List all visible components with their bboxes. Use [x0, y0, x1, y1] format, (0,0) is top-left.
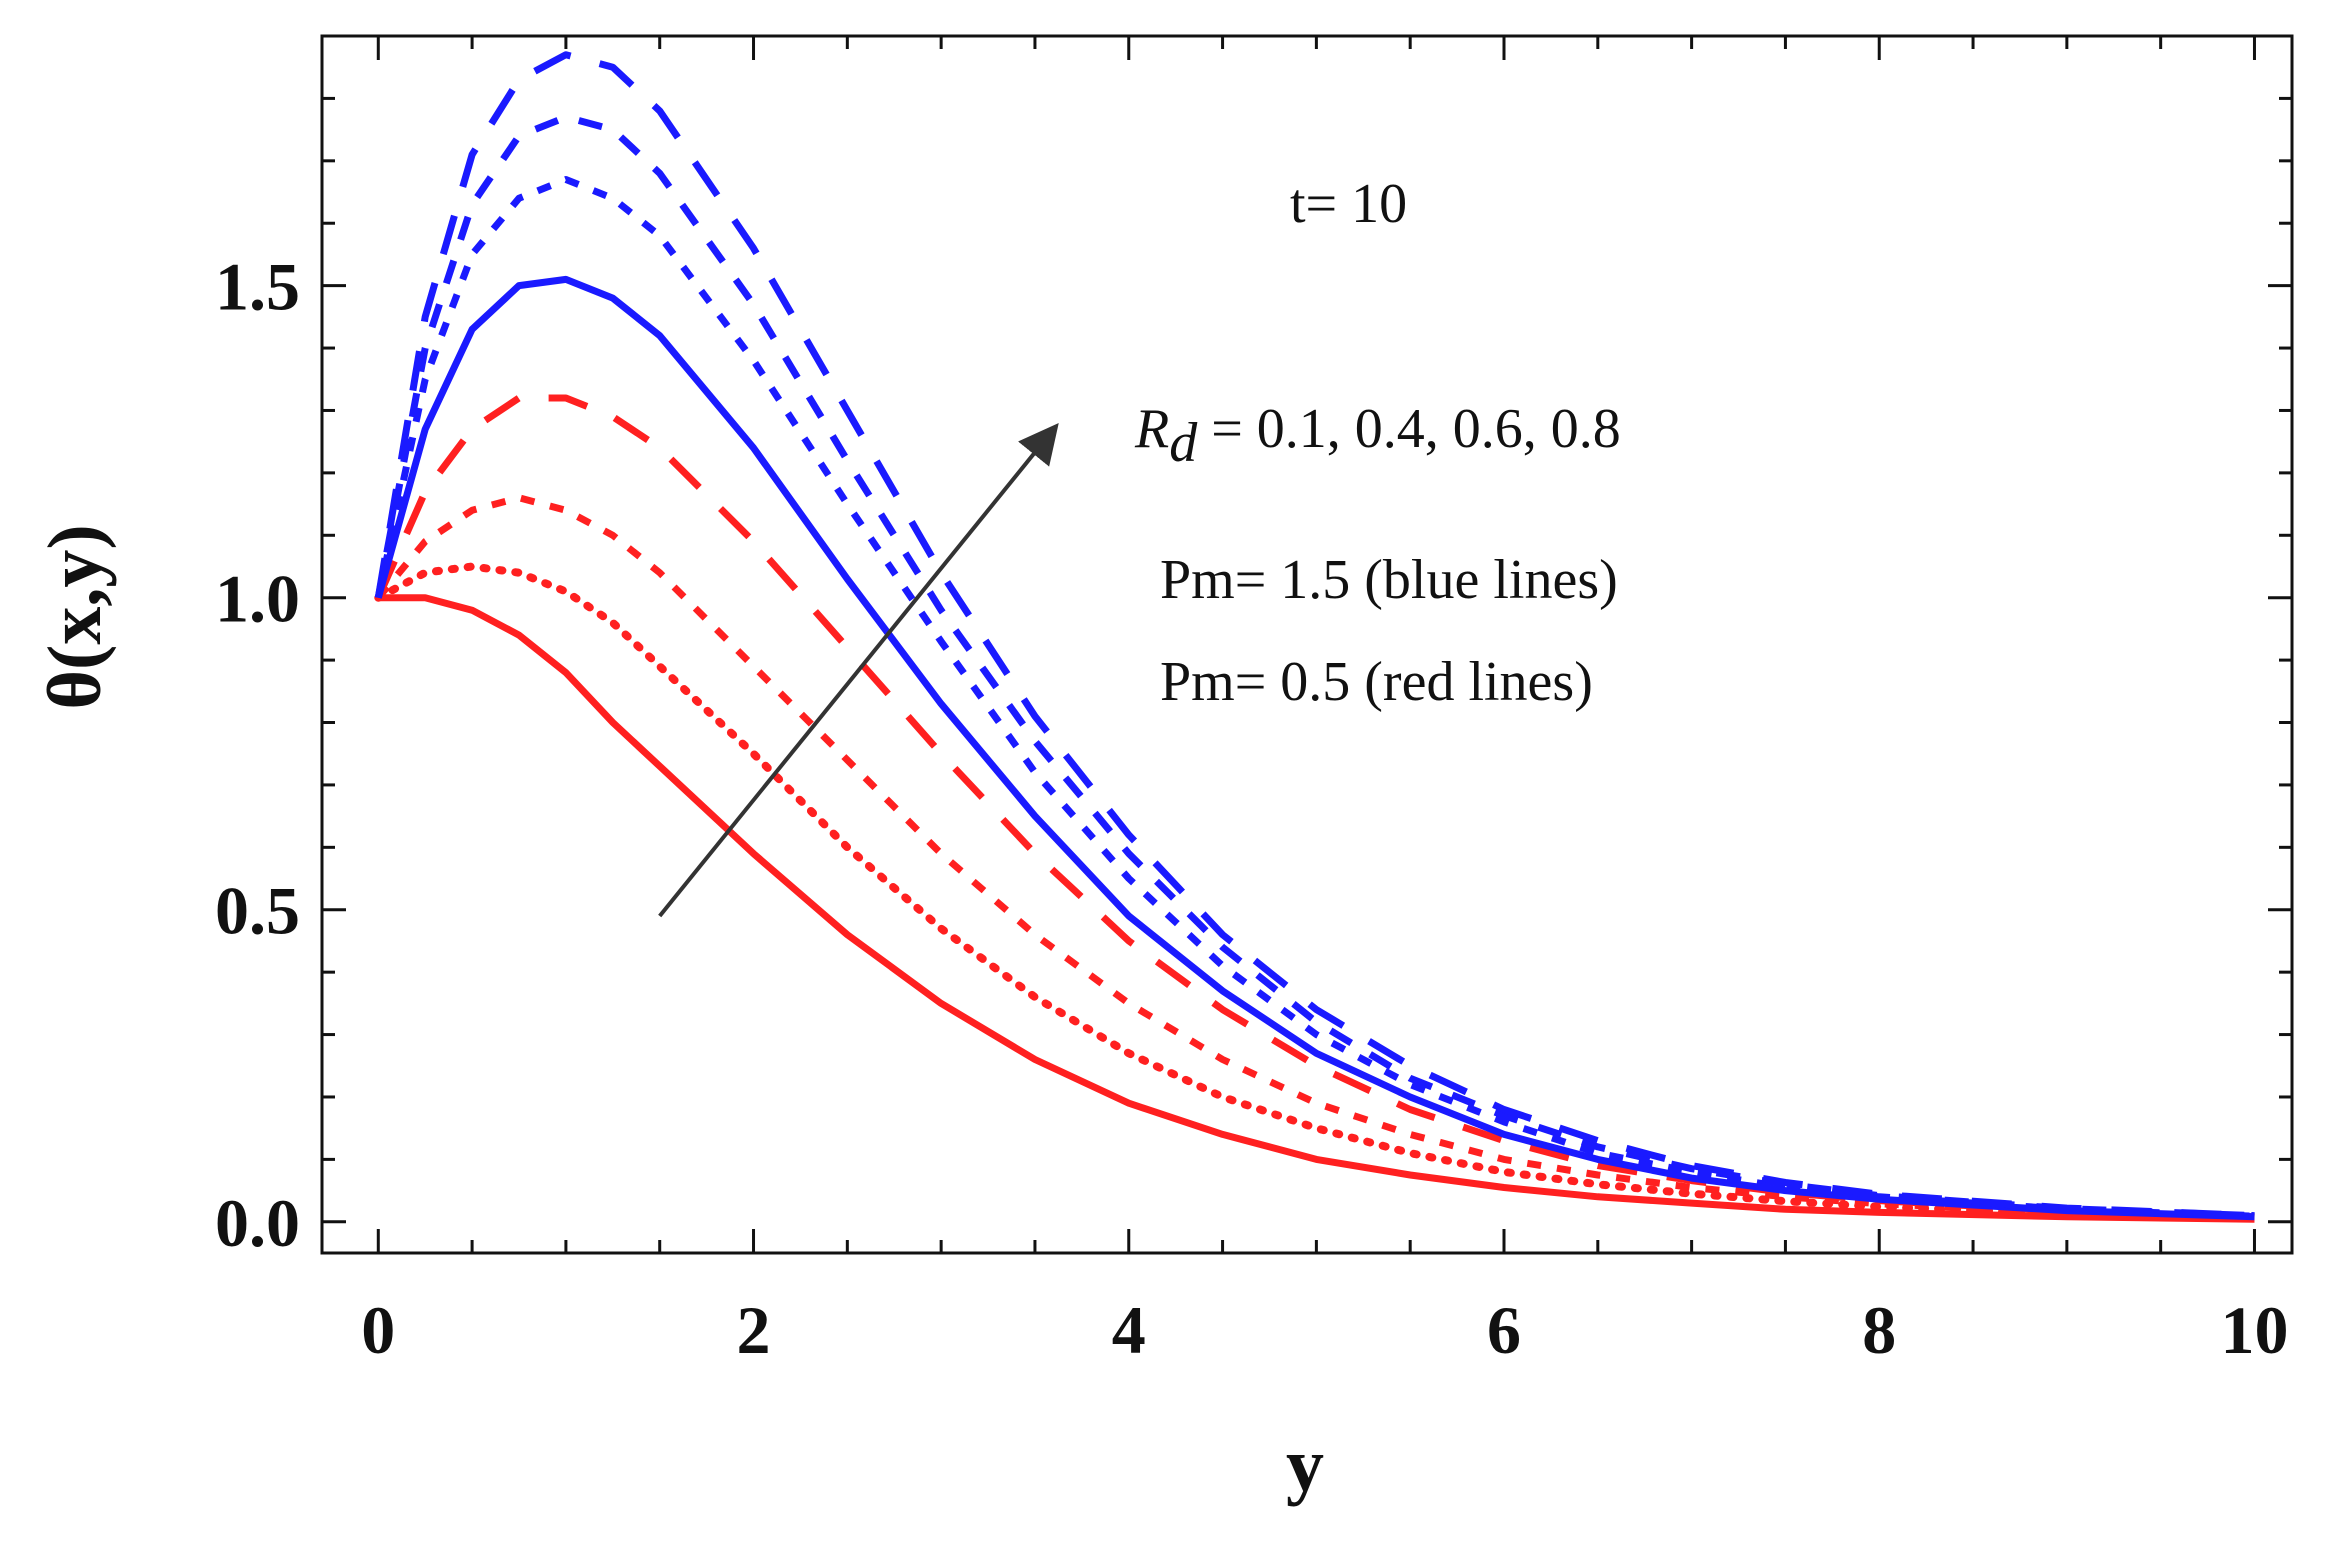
pm-red-annotation: Pm= 0.5 (red lines) — [1160, 651, 1593, 713]
x-tick-label: 6 — [1487, 1292, 1521, 1368]
series-line-red-dashed-short — [375, 494, 2255, 1221]
series-line-red-dashed-long — [375, 394, 2255, 1221]
y-axis-title: θ(x,y) — [33, 524, 117, 709]
series-line-blue-dashed-med — [374, 113, 2255, 1220]
series-line-blue-dashed-long — [374, 51, 2255, 1220]
pm-blue-annotation: Pm= 1.5 (blue lines) — [1160, 549, 1618, 611]
series-line-blue-solid — [374, 275, 2255, 1221]
time-annotation: t= 10 — [1290, 173, 1407, 235]
plot-border — [320, 34, 2294, 1255]
series-line-red-solid — [378, 594, 2255, 1223]
trend-arrow — [658, 422, 1059, 918]
tick-labels: 0 2 4 6 8 10 0.0 0.5 1.0 1.5 — [215, 249, 2288, 1368]
y-tick-label: 0.0 — [215, 1185, 300, 1261]
x-tick-label: 4 — [1112, 1292, 1146, 1368]
series-line-red-dotted — [374, 562, 2259, 1223]
x-tick-label: 2 — [737, 1292, 771, 1368]
rd-symbol: R — [1134, 398, 1169, 460]
y-tick-label: 1.5 — [215, 249, 300, 325]
x-tick-label: 0 — [361, 1292, 395, 1368]
x-axis-title: y — [1286, 1423, 1324, 1507]
rd-subscript: d — [1169, 412, 1198, 474]
axis-ticks — [322, 36, 2292, 1253]
x-tick-label: 10 — [2220, 1292, 2288, 1368]
series-group — [374, 51, 2259, 1223]
y-tick-label: 0.5 — [215, 873, 300, 949]
x-tick-label: 8 — [1862, 1292, 1896, 1368]
rd-annotation: Rd = 0.1, 0.4, 0.6, 0.8 — [1134, 398, 1621, 474]
rd-values: = 0.1, 0.4, 0.6, 0.8 — [1197, 398, 1621, 460]
y-tick-label: 1.0 — [215, 561, 300, 637]
plot-frame — [320, 34, 2294, 1255]
